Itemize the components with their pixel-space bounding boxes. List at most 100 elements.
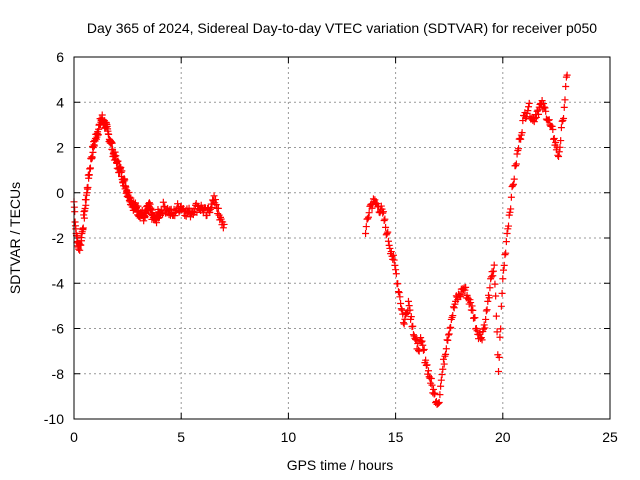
data-point-sample	[502, 249, 510, 257]
data-point-sample	[468, 302, 476, 310]
data-point-sample	[439, 355, 447, 363]
data-point	[439, 365, 447, 373]
data-point-sample	[517, 135, 525, 143]
data-point-sample	[498, 289, 506, 297]
data-point-sample	[540, 100, 548, 108]
data-point-sample	[388, 252, 396, 260]
data-point-sample	[478, 336, 486, 344]
data-point-sample	[114, 157, 122, 165]
data-point-sample	[182, 212, 190, 220]
data-point-sample	[368, 204, 376, 212]
data-point-sample	[554, 151, 562, 159]
data-point-sample	[489, 272, 497, 280]
data-point-sample	[502, 238, 510, 246]
data-point-sample	[369, 195, 377, 203]
data-point-sample	[447, 323, 455, 331]
data-point-sample	[467, 299, 475, 307]
data-point	[490, 261, 498, 269]
data-point-sample	[406, 306, 414, 314]
data-point-sample	[524, 107, 532, 115]
data-point-sample	[411, 334, 419, 342]
data-point-sample	[86, 164, 94, 172]
data-points	[70, 71, 571, 408]
data-point-sample	[379, 208, 387, 216]
data-point-sample	[157, 207, 165, 215]
data-point-sample	[556, 143, 564, 151]
data-point-sample	[391, 261, 399, 269]
data-point-sample	[382, 223, 390, 231]
data-point-sample	[71, 208, 79, 216]
data-point-sample	[75, 245, 83, 253]
y-tick-label: 2	[56, 140, 64, 156]
data-point-sample	[80, 208, 88, 216]
data-point-sample	[407, 313, 415, 321]
data-point-sample	[490, 267, 498, 275]
data-point	[503, 229, 511, 237]
data-point	[499, 275, 507, 283]
data-point-sample	[365, 209, 373, 217]
data-point-sample	[419, 346, 427, 354]
data-point-sample	[418, 337, 426, 345]
data-point-sample	[437, 382, 445, 390]
y-axis-label: SDTVAR / TECUs	[7, 182, 23, 294]
data-point-sample	[79, 224, 87, 232]
data-point-sample	[399, 319, 407, 327]
y-tick-label: -4	[52, 275, 65, 291]
y-tick-label: -6	[52, 321, 65, 337]
data-point-sample	[562, 82, 570, 90]
data-point-sample	[534, 106, 542, 114]
data-point-sample	[77, 241, 85, 249]
data-point-sample	[212, 201, 220, 209]
data-point-sample	[427, 374, 435, 382]
data-point-sample	[535, 110, 543, 118]
y-tick-label: 4	[56, 94, 64, 110]
data-point-sample	[496, 333, 504, 341]
data-point-sample	[397, 305, 405, 313]
data-point	[486, 284, 494, 292]
data-point-sample	[435, 399, 443, 407]
data-point-sample	[497, 325, 505, 333]
data-point-sample	[392, 270, 400, 278]
data-point-sample	[417, 334, 425, 342]
data-point	[482, 315, 490, 323]
data-point-sample	[480, 325, 488, 333]
data-point-sample	[364, 213, 372, 221]
data-point	[396, 293, 404, 301]
data-point-sample	[444, 336, 452, 344]
x-axis-label: GPS time / hours	[287, 457, 394, 473]
data-point-sample	[423, 361, 431, 369]
data-point	[220, 220, 228, 228]
data-point-sample	[127, 194, 135, 202]
data-point-sample	[214, 210, 222, 218]
data-point-sample	[440, 360, 448, 368]
data-point-sample	[80, 214, 88, 222]
data-point-sample	[140, 217, 148, 225]
data-point-sample	[518, 129, 526, 137]
data-point-sample	[380, 216, 388, 224]
data-point-sample	[424, 367, 432, 375]
axis-ticks: 0 5 10 15 20 25 -10 -8 -6 -4 -2 0 2 4 6	[44, 49, 618, 445]
data-point-sample	[405, 302, 413, 310]
data-point-sample	[501, 251, 509, 259]
x-tick-label: 5	[177, 429, 185, 445]
y-tick-label: 6	[56, 49, 64, 65]
data-point-sample	[552, 139, 560, 147]
x-tick-label: 0	[70, 429, 78, 445]
x-tick-label: 15	[388, 429, 404, 445]
data-point-sample	[445, 330, 453, 338]
data-point-sample	[548, 122, 556, 130]
data-point-sample	[446, 324, 454, 332]
data-point-sample	[384, 228, 392, 236]
data-point-sample	[438, 371, 446, 379]
data-point	[512, 162, 520, 170]
data-point-sample	[437, 376, 445, 384]
data-point-sample	[210, 192, 218, 200]
data-point-sample	[506, 208, 514, 216]
data-point-sample	[557, 124, 565, 132]
data-point-sample	[545, 116, 553, 124]
data-point-sample	[492, 292, 500, 300]
data-point-sample	[397, 300, 405, 308]
data-point-sample	[371, 196, 379, 204]
data-point-sample	[105, 130, 113, 138]
data-point	[362, 229, 370, 237]
